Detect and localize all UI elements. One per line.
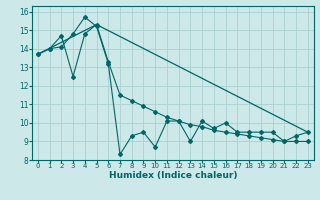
X-axis label: Humidex (Indice chaleur): Humidex (Indice chaleur)	[108, 171, 237, 180]
